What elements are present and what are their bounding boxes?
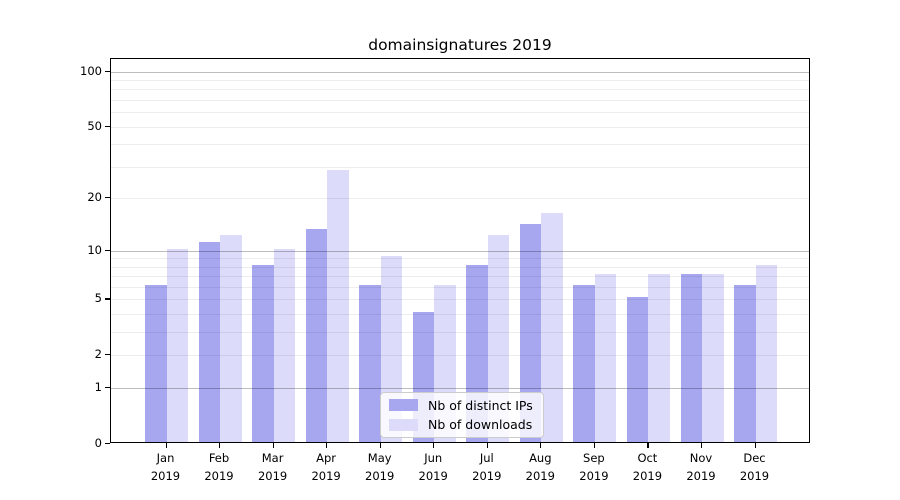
x-tick-label-nov: Nov 2019 — [686, 451, 716, 483]
x-tick-label-jul: Jul 2019 — [472, 451, 502, 483]
gridline-major-10 — [111, 250, 809, 252]
x-tick-mark-jun — [433, 443, 435, 448]
bar-distinct-ips-dec — [734, 285, 756, 442]
gridline-minor-90 — [111, 80, 809, 81]
bar-downloads-dec — [755, 264, 777, 442]
bar-downloads-oct — [648, 274, 670, 442]
bar-distinct-ips-oct — [626, 297, 649, 442]
gridline-major-1 — [111, 388, 809, 390]
x-tick-label-oct: Oct 2019 — [632, 451, 663, 483]
y-tick-label-5: 5 — [94, 291, 102, 306]
gridline-minor-80 — [111, 89, 809, 91]
y-tick-mark-5 — [105, 298, 110, 300]
gridline-minor-30 — [111, 166, 809, 168]
x-tick-mark-aug — [540, 443, 542, 448]
legend-swatch-downloads — [389, 418, 418, 431]
y-tick-label-20: 20 — [87, 190, 102, 205]
x-tick-label-aug: Aug 2019 — [525, 451, 555, 483]
y-tick-label-1: 1 — [94, 380, 102, 395]
x-tick-mark-dec — [754, 443, 756, 448]
x-tick-label-dec: Dec 2019 — [739, 451, 770, 483]
x-tick-mark-sep — [593, 443, 596, 448]
gridline-minor-70 — [111, 100, 809, 101]
bar-distinct-ips-aug — [519, 223, 542, 442]
y-tick-label-0: 0 — [94, 436, 102, 450]
gridline-minor-3 — [111, 332, 809, 334]
x-tick-mark-jan — [165, 443, 167, 448]
gridline-minor-9 — [111, 258, 809, 260]
gridline-minor-60 — [111, 112, 809, 114]
y-tick-label-100: 100 — [80, 63, 102, 78]
legend-item-distinct-ips: Nb of distinct IPs — [389, 397, 535, 414]
x-tick-mark-jul — [486, 443, 488, 448]
x-tick-mark-oct — [647, 443, 649, 448]
x-tick-mark-apr — [326, 443, 328, 448]
bar-downloads-nov — [702, 274, 724, 442]
legend-label-downloads: Nb of downloads — [428, 417, 533, 433]
gridline-minor-5 — [111, 299, 809, 301]
y-tick-label-2: 2 — [94, 347, 102, 362]
x-tick-mark-may — [379, 443, 381, 448]
gridline-minor-6 — [111, 287, 809, 288]
y-tick-mark-100 — [105, 70, 110, 72]
bar-downloads-sep — [594, 274, 617, 442]
y-tick-label-50: 50 — [87, 118, 102, 133]
x-tick-mark-feb — [219, 443, 221, 448]
y-tick-mark-0 — [105, 443, 110, 445]
legend-item-downloads: Nb of downloads — [389, 417, 535, 434]
bar-distinct-ips-feb — [198, 241, 220, 442]
gridline-minor-50 — [111, 126, 809, 128]
x-tick-label-jan: Jan 2019 — [150, 451, 181, 483]
y-tick-mark-10 — [105, 249, 110, 251]
bar-downloads-jan — [166, 248, 188, 442]
gridline-minor-20 — [111, 198, 809, 200]
bar-distinct-ips-jan — [145, 285, 167, 442]
legend-label-distinct-ips: Nb of distinct IPs — [428, 397, 533, 413]
y-tick-mark-2 — [105, 354, 110, 356]
x-tick-label-jun: Jun 2019 — [418, 451, 448, 483]
x-tick-label-may: May 2019 — [365, 451, 395, 483]
bar-distinct-ips-mar — [252, 264, 274, 442]
bar-downloads-feb — [220, 235, 242, 442]
bar-distinct-ips-nov — [680, 274, 702, 442]
x-tick-mark-nov — [701, 443, 703, 448]
legend: Nb of distinct IPs Nb of downloads — [380, 392, 544, 438]
bar-distinct-ips-apr — [305, 229, 328, 442]
chart-title: domainsignatures 2019 — [368, 36, 552, 54]
gridline-minor-4 — [111, 314, 809, 316]
bar-distinct-ips-sep — [573, 285, 595, 442]
y-tick-label-10: 10 — [87, 242, 102, 257]
y-tick-mark-20 — [105, 197, 110, 199]
x-tick-mark-mar — [272, 443, 274, 448]
gridline-minor-40 — [111, 144, 809, 146]
gridline-minor-2 — [111, 355, 809, 357]
x-tick-label-sep: Sep 2019 — [579, 451, 609, 483]
y-tick-mark-1 — [105, 387, 110, 389]
gridline-minor-7 — [111, 276, 809, 278]
x-tick-label-apr: Apr 2019 — [311, 451, 341, 483]
gridline-major-100 — [111, 71, 809, 73]
bar-downloads-aug — [541, 213, 563, 442]
bar-distinct-ips-may — [359, 285, 381, 442]
x-tick-label-mar: Mar 2019 — [257, 451, 288, 483]
plot-area: Nb of distinct IPs Nb of downloads — [110, 58, 810, 443]
bar-downloads-mar — [273, 248, 296, 442]
gridline-minor-8 — [111, 266, 809, 268]
x-tick-label-feb: Feb 2019 — [204, 451, 234, 483]
bar-downloads-jul — [487, 235, 510, 442]
legend-swatch-distinct-ips — [389, 399, 418, 412]
y-tick-mark-50 — [105, 125, 110, 127]
bar-downloads-apr — [327, 170, 349, 442]
